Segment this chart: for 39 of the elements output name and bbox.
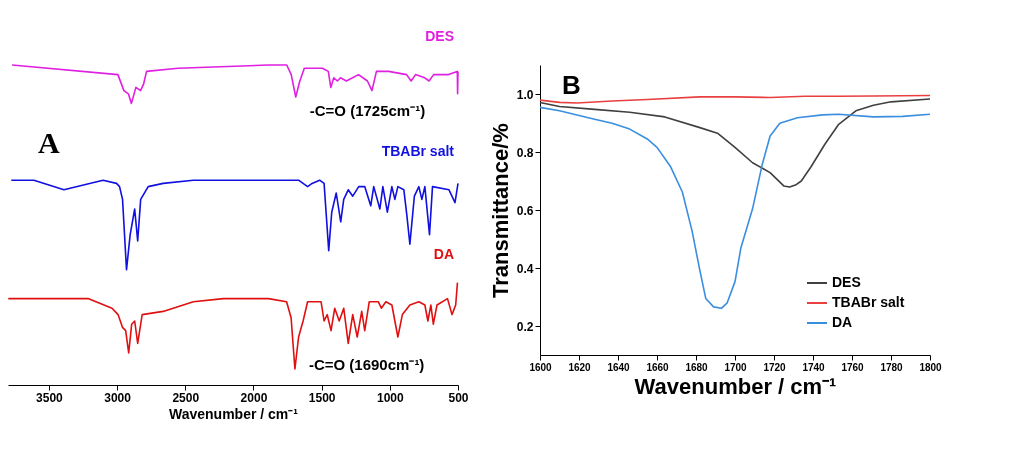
y-tick-label: 0.4	[516, 261, 534, 276]
annotation: -C=O (1690cm⁻¹)	[308, 356, 425, 373]
legend-label: DES	[832, 274, 861, 290]
y-tick-label: 1.0	[516, 87, 534, 102]
x-tick-label: 1660	[646, 361, 670, 373]
y-tick-label: 0.8	[516, 145, 534, 160]
legend-label: DA	[832, 314, 853, 330]
x-axis-title: Wavenumber / cm⁻¹	[634, 373, 837, 399]
x-axis-title: Wavenumber / cm⁻¹	[169, 405, 299, 422]
x-tick-label: 1640	[607, 361, 631, 373]
x-tick-label: 3500	[36, 390, 64, 405]
annotation: B	[562, 70, 581, 100]
x-tick-label: 1740	[802, 361, 826, 373]
annotation: -C=O (1725cm⁻¹)	[309, 102, 426, 119]
line-series	[539, 98, 931, 188]
series-label: DES	[425, 28, 454, 44]
x-tick-label: 1700	[724, 361, 748, 373]
y-tick-label: 0.6	[516, 203, 534, 218]
x-tick-label: 1500	[308, 390, 336, 405]
x-tick-label: 1780	[880, 361, 904, 373]
legend-label: TBABr salt	[832, 294, 905, 310]
x-tick-label: 500	[448, 390, 469, 405]
x-tick-label: 1680	[685, 361, 709, 373]
x-tick-label: 2000	[240, 390, 268, 405]
y-axis-title: Transmittance/%	[487, 123, 513, 298]
line-series	[539, 106, 931, 310]
y-tick-label: 0.2	[516, 319, 534, 334]
x-tick-label: 1760	[841, 361, 865, 373]
x-tick-label: 1720	[763, 361, 787, 373]
x-tick-label: 1620	[568, 361, 592, 373]
x-tick-label: 1600	[529, 361, 553, 373]
series-label: TBABr salt	[381, 143, 455, 160]
x-tick-label: 1800	[919, 361, 943, 373]
x-tick-label: 3000	[104, 390, 132, 405]
x-tick-label: 1000	[376, 390, 404, 405]
series-label: DA	[433, 245, 454, 262]
annotation: A	[38, 126, 60, 159]
x-tick-label: 2500	[172, 390, 200, 405]
line-series	[539, 94, 931, 104]
